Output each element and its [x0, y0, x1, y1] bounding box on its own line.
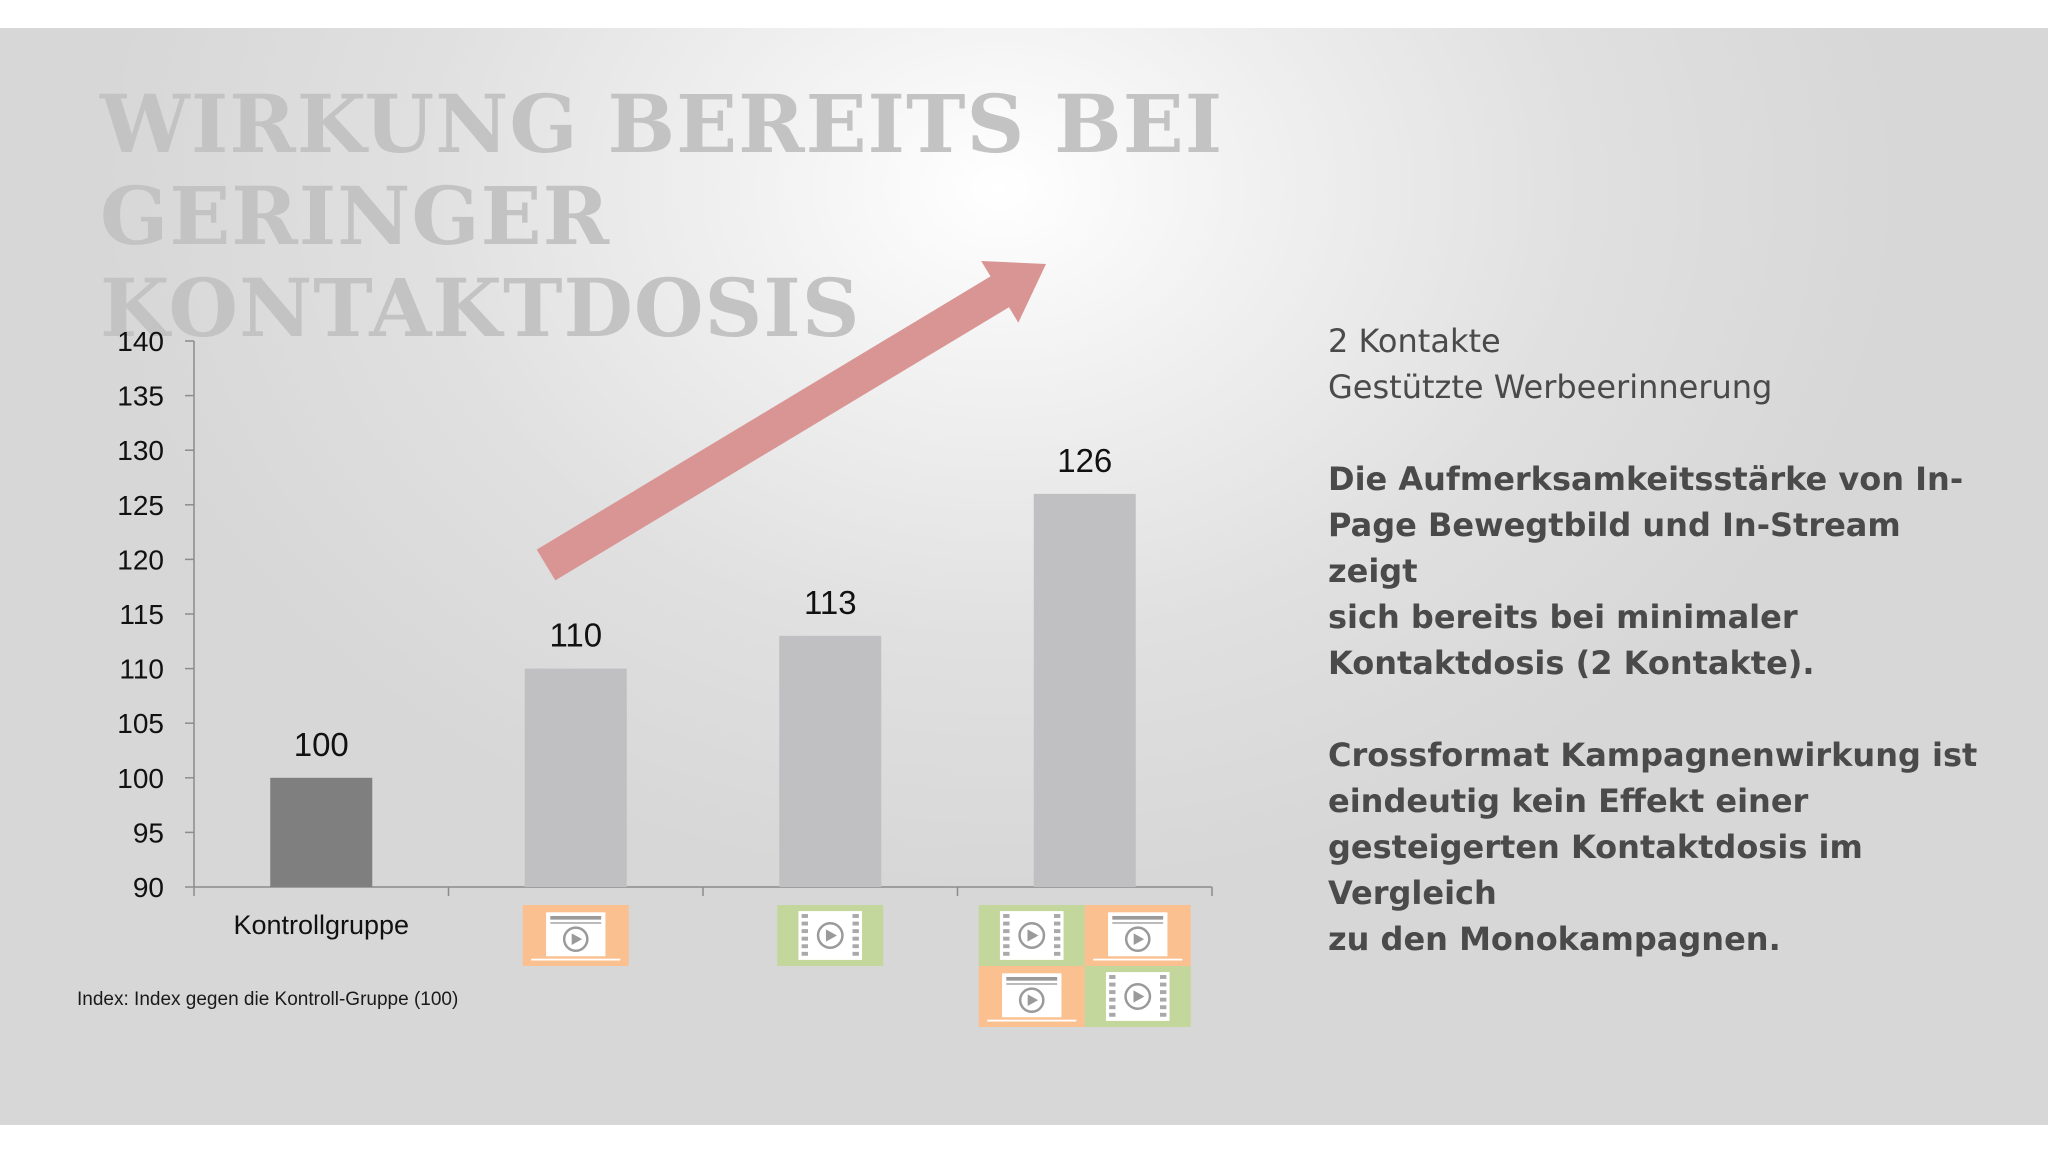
side-light-line-2: Gestützte Werbeerinnerung	[1328, 368, 1773, 406]
y-tick-label: 110	[119, 654, 164, 685]
bar-1	[524, 668, 627, 887]
side-bold-2-line-4: zu den Monokampagnen.	[1328, 920, 1781, 958]
y-tick-label: 115	[119, 599, 164, 630]
y-tick-label: 125	[117, 490, 164, 521]
instream-video-icon	[777, 905, 884, 966]
paragraph-gap	[1328, 686, 1988, 732]
side-bold-2-line-3: gesteigerten Kontaktdosis im Vergleich	[1328, 828, 1863, 912]
y-tick-label: 95	[133, 817, 164, 848]
data-label-3: 126	[1057, 442, 1112, 479]
title-line-1: WIRKUNG BEREITS BEI GERINGER	[100, 77, 1224, 263]
side-bold-1-line-1: Die Aufmerksamkeitsstärke von In-	[1328, 460, 1964, 498]
y-tick-label: 130	[117, 435, 164, 466]
y-tick-label: 105	[117, 708, 164, 739]
y-tick-label: 120	[117, 544, 164, 575]
side-light-line-1: 2 Kontakte	[1328, 322, 1501, 360]
side-bold-1-line-2: Page Bewegtbild und In-Stream zeigt	[1328, 506, 1901, 590]
data-label-0: 100	[294, 726, 349, 763]
instream-video-icon	[978, 905, 1085, 966]
slide-title: WIRKUNG BEREITS BEI GERINGER KONTAKTDOSI…	[100, 78, 1700, 354]
side-text: 2 Kontakte Gestützte Werbeerinnerung Die…	[1328, 318, 1988, 962]
bar-0	[270, 777, 373, 887]
side-bold-1-line-3: sich bereits bei minimaler	[1328, 598, 1798, 636]
bar-2	[779, 635, 882, 887]
index-footnote: Index: Index gegen die Kontroll-Gruppe (…	[77, 989, 459, 1010]
paragraph-gap	[1328, 410, 1988, 456]
inpage-video-icon	[522, 905, 629, 966]
side-bold-1-line-4: Kontaktdosis (2 Kontakte).	[1328, 644, 1815, 682]
y-tick-label: 135	[117, 381, 164, 412]
data-label-2: 113	[804, 584, 857, 621]
side-bold-2-line-1: Crossformat Kampagnenwirkung ist	[1328, 736, 1978, 774]
trend-arrow	[536, 261, 1046, 581]
instream-video-icon	[1084, 966, 1191, 1027]
y-tick-label: 100	[117, 763, 164, 794]
y-tick-label: 90	[133, 872, 164, 903]
side-bold-2-line-2: eindeutig kein Effekt einer	[1328, 782, 1809, 820]
data-label-1: 110	[549, 617, 602, 654]
category-label-0: Kontrollgruppe	[233, 910, 409, 940]
inpage-video-icon	[1084, 905, 1191, 966]
inpage-video-icon	[978, 966, 1085, 1027]
bar-3	[1033, 493, 1136, 887]
y-tick-label: 140	[117, 326, 164, 357]
title-line-2: KONTAKTDOSIS	[100, 261, 861, 355]
